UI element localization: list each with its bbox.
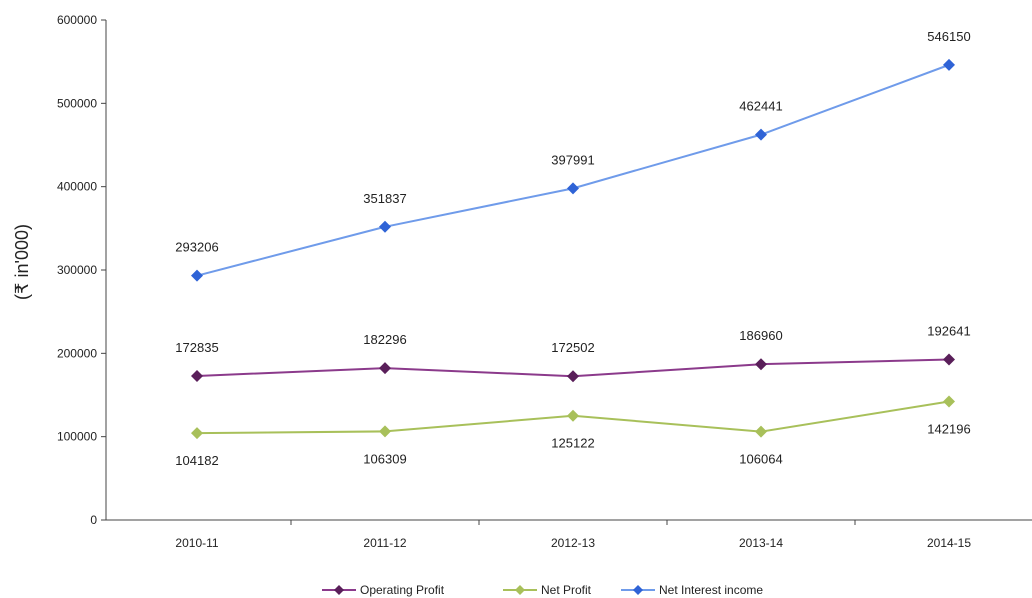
legend-item: Operating Profit (322, 583, 445, 597)
legend-marker (515, 585, 525, 595)
x-tick-label: 2010-11 (175, 536, 218, 550)
legend-item: Net Interest income (621, 583, 763, 597)
data-label: 462441 (739, 99, 782, 114)
legend-item: Net Profit (503, 583, 592, 597)
data-point-marker (379, 425, 391, 438)
data-label: 104182 (175, 453, 218, 468)
data-point-marker (755, 128, 767, 141)
data-label: 192641 (927, 323, 970, 338)
legend-label: Operating Profit (360, 583, 445, 597)
data-point-marker (191, 427, 203, 440)
series-operating-profit: 172835 182296 172502 186960 192641 (175, 323, 971, 383)
y-tick-label: 0 (90, 513, 97, 527)
data-label: 186960 (739, 328, 782, 343)
x-tick-label: 2014-15 (927, 536, 971, 550)
data-point-marker (755, 425, 767, 438)
data-point-marker (755, 358, 767, 371)
legend-label: Net Profit (541, 583, 592, 597)
data-label: 293206 (175, 240, 218, 255)
data-point-marker (567, 182, 579, 195)
legend-marker (334, 585, 344, 595)
data-point-marker (567, 409, 579, 422)
data-label: 172502 (551, 340, 594, 355)
data-label: 142196 (927, 422, 970, 437)
data-point-marker (379, 362, 391, 375)
y-tick-label: 500000 (57, 96, 97, 110)
y-tick-label: 600000 (57, 13, 97, 27)
data-point-marker (191, 369, 203, 382)
data-label: 172835 (175, 340, 218, 355)
data-label: 351837 (363, 191, 406, 206)
data-label: 546150 (927, 29, 970, 44)
chart-legend: Operating Profit Net Profit Net Interest i… (322, 583, 763, 597)
data-point-marker (567, 370, 579, 383)
data-point-marker (943, 353, 955, 366)
y-tick-label: 300000 (57, 263, 97, 277)
series-line (196, 63, 950, 277)
y-tick-label: 400000 (57, 180, 97, 194)
x-tick-label: 2012-13 (551, 536, 595, 550)
x-tick-label: 2013-14 (739, 536, 783, 550)
data-point-marker (943, 395, 955, 408)
y-tick-label: 200000 (57, 346, 97, 360)
data-label: 125122 (551, 436, 594, 451)
data-point-marker (943, 58, 955, 71)
y-axis-title: (₹ in'000) (12, 224, 32, 300)
legend-label: Net Interest income (659, 583, 763, 597)
series-net-profit: 104182 106309 125122 106064 142196 (175, 395, 971, 468)
x-tick-label: 2011-12 (363, 536, 406, 550)
data-point-marker (191, 269, 203, 282)
data-label: 182296 (363, 332, 406, 347)
chart-series: 172835 182296 172502 186960 192641 104182 1063… (175, 29, 970, 468)
y-tick-label: 100000 (57, 430, 97, 444)
data-label: 397991 (551, 152, 594, 167)
legend-marker (633, 585, 643, 595)
data-point-marker (379, 220, 391, 233)
series-net-interest-income: 293206 351837 397991 462441 546150 (175, 29, 971, 282)
chart-axes: 0 100000 200000 300000 400000 500000 600000 201… (57, 13, 1032, 550)
data-label: 106064 (739, 452, 782, 467)
data-label: 106309 (363, 451, 406, 466)
